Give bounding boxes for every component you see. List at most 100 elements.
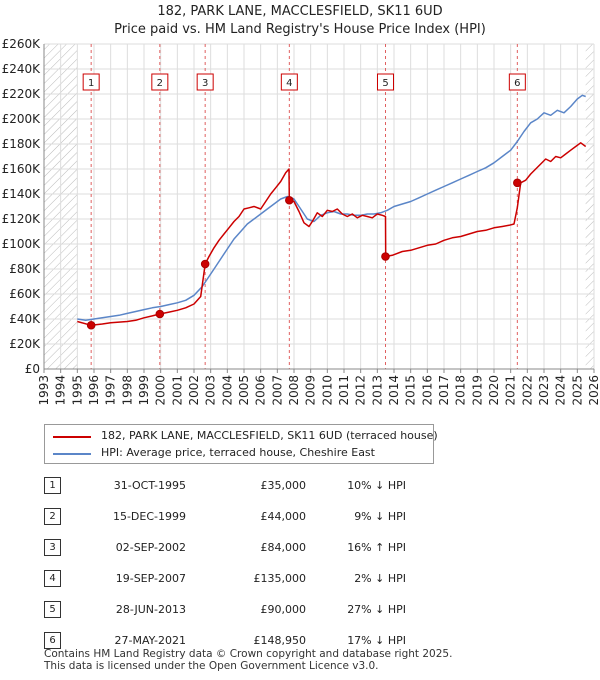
sale-number-badge: 6	[44, 632, 61, 649]
plot-area	[44, 44, 594, 369]
sale-marker-box	[82, 73, 100, 91]
x-tick-label: 2022	[520, 375, 534, 406]
sale-price: £90,000	[260, 603, 307, 616]
sale-marker-box	[280, 73, 298, 91]
row-number: 2	[44, 501, 86, 532]
x-tick-label: 2009	[304, 375, 318, 406]
sale-date: 15-DEC-1999	[112, 510, 186, 523]
x-tick-label: 2005	[237, 375, 251, 406]
y-tick-label: £240K	[2, 62, 42, 76]
row-number: 4	[44, 563, 86, 594]
x-tick-label: 1997	[104, 375, 118, 406]
sale-number-badge: 2	[44, 508, 61, 525]
x-tick-label: 2020	[487, 375, 501, 406]
chart-legend: 182, PARK LANE, MACCLESFIELD, SK11 6UD (…	[44, 424, 438, 464]
sale-point	[381, 252, 390, 261]
sale-point	[155, 309, 165, 319]
sale-price: £35,000	[260, 479, 307, 492]
x-tick-label: 2003	[204, 375, 218, 406]
sale-number-badge: 5	[44, 601, 61, 618]
sale-point	[200, 259, 210, 269]
y-tick-label: £120K	[2, 212, 42, 226]
footer-copyright: Contains HM Land Registry data © Crown c…	[44, 648, 453, 660]
x-tick-label: 1996	[87, 375, 101, 406]
sale-date: 02-SEP-2002	[115, 541, 186, 554]
footer: Contains HM Land Registry data © Crown c…	[44, 648, 452, 672]
y-tick-label: £140K	[2, 187, 42, 201]
hatched-region-after	[585, 44, 594, 369]
y-tick-label: £160K	[2, 162, 42, 176]
x-tick-label: 2023	[537, 375, 551, 406]
x-tick-label: 2012	[354, 375, 368, 406]
x-tick-label: 1999	[137, 375, 151, 406]
table-row: 6 27-MAY-2021 £148,950 17% ↓ HPI	[44, 625, 406, 656]
sale-date: 19-SEP-2007	[115, 572, 186, 585]
sale-point	[86, 320, 96, 330]
sale-marker-label: 1	[88, 78, 94, 89]
y-tick-label: £60K	[9, 287, 41, 301]
x-tick-label: 2017	[437, 375, 451, 406]
sale-marker-label: 6	[514, 78, 520, 89]
row-number: 6	[44, 625, 86, 656]
table-row: 2 15-DEC-1999 £44,000 9% ↓ HPI	[44, 501, 406, 532]
sale-date: 27-MAY-2021	[114, 634, 186, 647]
sale-hpi-diff: 16% ↑ HPI	[347, 541, 406, 554]
legend-label-hpi: HPI: Average price, terraced house, Ches…	[101, 446, 375, 459]
x-tick-label: 2016	[420, 375, 434, 406]
legend-swatch-hpi	[53, 453, 91, 455]
row-number: 3	[44, 532, 86, 563]
sale-number-badge: 4	[44, 570, 61, 587]
x-tick-label: 2021	[504, 375, 518, 406]
table-row: 3 02-SEP-2002 £84,000 16% ↑ HPI	[44, 532, 406, 563]
row-number: 1	[44, 470, 86, 501]
row-number: 5	[44, 594, 86, 625]
x-tick-label: 2011	[337, 375, 351, 406]
x-tick-label: 1995	[70, 375, 84, 406]
sale-number-badge: 3	[44, 539, 61, 556]
sale-hpi-diff: 2% ↓ HPI	[354, 572, 406, 585]
x-tick-label: 2026	[587, 375, 600, 406]
chart-title: 182, PARK LANE, MACCLESFIELD, SK11 6UD	[157, 4, 443, 19]
x-tick-label: 2002	[187, 375, 201, 406]
x-tick-label: 2010	[320, 375, 334, 406]
y-tick-label: £0	[25, 362, 40, 376]
table-row: 1 31-OCT-1995 £35,000 10% ↓ HPI	[44, 470, 406, 501]
x-tick-label: 2015	[404, 375, 418, 406]
footer-licence: This data is licensed under the Open Gov…	[44, 660, 379, 672]
price-chart: 1 2 3 4 5 6 £0 £20K £40K £60K £80K £100K £120K £140K…	[2, 37, 600, 406]
x-tick-label: 2000	[154, 375, 168, 406]
sale-price: £135,000	[253, 572, 307, 585]
x-tick-label: 2013	[370, 375, 384, 406]
y-tick-label: £180K	[2, 137, 42, 151]
sale-marker-label: 2	[157, 78, 163, 89]
x-tick-label: 2024	[554, 375, 568, 406]
y-tick-label: £200K	[2, 112, 42, 126]
x-tick-label: 2025	[570, 375, 584, 406]
x-tick-label: 2018	[454, 375, 468, 406]
sale-marker-label: 3	[202, 78, 208, 89]
sale-marker-box	[508, 73, 526, 91]
table-row: 4 19-SEP-2007 £135,000 2% ↓ HPI	[44, 563, 406, 594]
x-tick-label: 1998	[120, 375, 134, 406]
x-tick-label: 2014	[387, 375, 401, 406]
sales-table: 1 31-OCT-1995 £35,000 10% ↓ HPI 2 15-DEC-1999…	[44, 470, 406, 656]
table-row: 5 28-JUN-2013 £90,000 27% ↓ HPI	[44, 594, 406, 625]
legend-swatch-property	[53, 436, 91, 438]
x-tick-label: 2004	[220, 375, 234, 406]
sale-hpi-diff: 27% ↓ HPI	[347, 603, 406, 616]
x-tick-label: 2006	[254, 375, 268, 406]
sale-date: 28-JUN-2013	[115, 603, 186, 616]
sale-marker-box	[196, 73, 214, 91]
hpi-line	[77, 94, 586, 322]
sale-price: £148,950	[253, 634, 307, 647]
sale-hpi-diff: 17% ↓ HPI	[347, 634, 406, 647]
sale-date: 31-OCT-1995	[113, 479, 186, 492]
sale-marker-label: 5	[382, 78, 388, 89]
sale-point	[285, 195, 294, 205]
x-tick-label: 2007	[270, 375, 284, 406]
y-tick-label: £80K	[9, 262, 41, 276]
x-tick-label: 2019	[470, 375, 484, 406]
sale-marker-label: 4	[286, 78, 292, 89]
y-tick-label: £220K	[2, 87, 42, 101]
sale-marker-box	[151, 73, 169, 91]
